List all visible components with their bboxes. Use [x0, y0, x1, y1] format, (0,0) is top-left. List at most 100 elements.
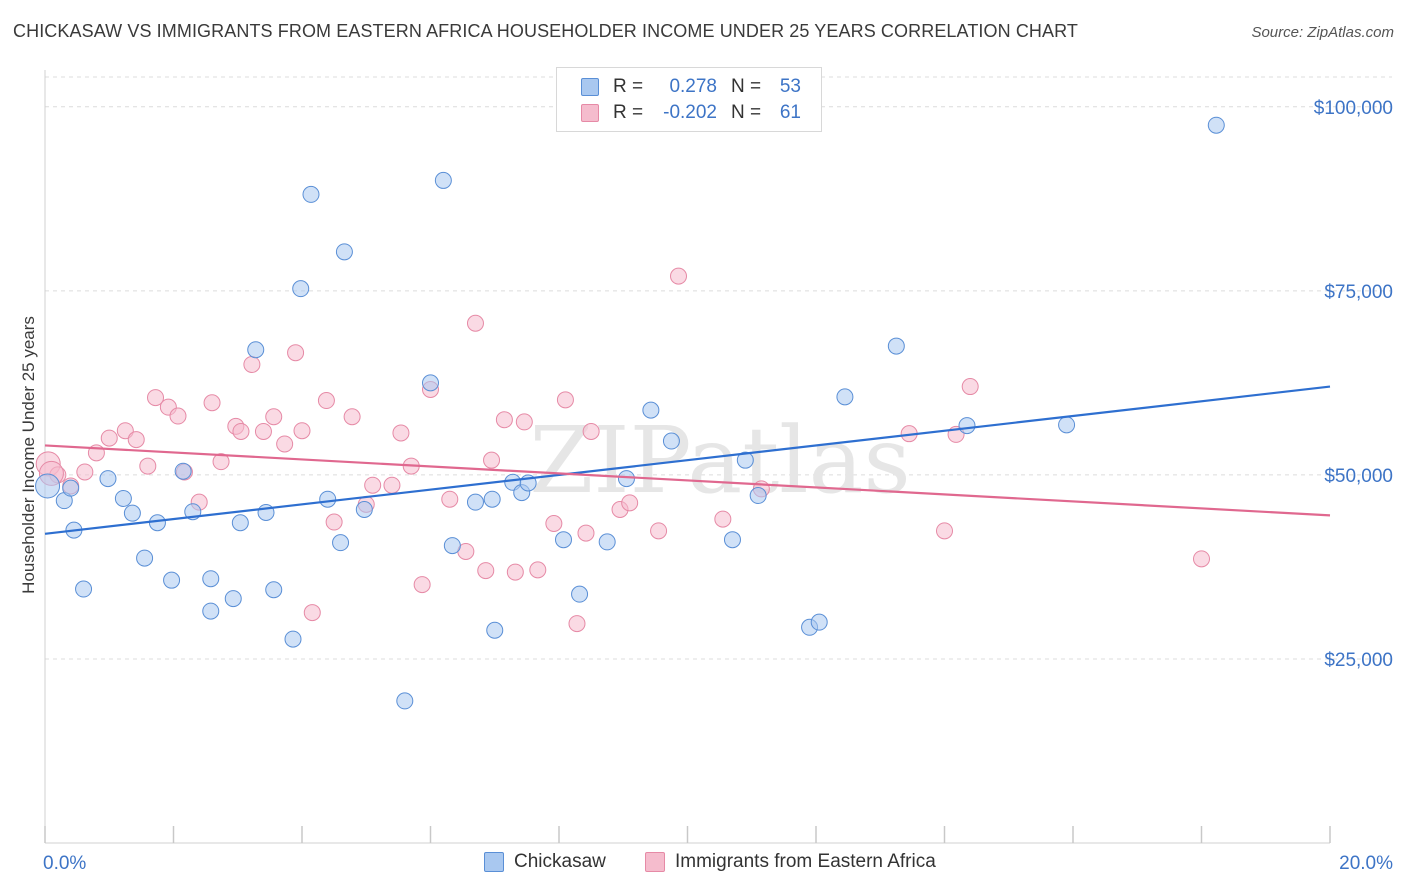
- legend-swatch-eastern-africa: [645, 852, 665, 872]
- legend-swatch-chickasaw: [484, 852, 504, 872]
- chickasaw-point: [617, 470, 635, 488]
- eastern-africa-point: [515, 413, 533, 431]
- chickasaw-point: [486, 621, 504, 639]
- chickasaw-point: [466, 493, 484, 511]
- eastern-africa-point: [276, 435, 294, 453]
- chickasaw-point: [736, 451, 754, 469]
- legend-n-value: 61: [779, 102, 801, 123]
- chickasaw-point: [355, 501, 373, 519]
- eastern-africa-point: [212, 453, 230, 471]
- series-legend: Chickasaw Immigrants from Eastern Africa: [0, 851, 1406, 877]
- chickasaw-point: [136, 549, 154, 567]
- chickasaw-point: [483, 490, 501, 508]
- eastern-africa-point: [961, 378, 979, 396]
- y-tick-label: $50,000: [1324, 466, 1393, 487]
- eastern-africa-point: [556, 391, 574, 409]
- chickasaw-point: [202, 602, 220, 620]
- eastern-africa-point: [582, 422, 600, 440]
- chickasaw-point: [123, 504, 141, 522]
- chickasaw-point: [224, 590, 242, 608]
- eastern-africa-point: [303, 604, 321, 622]
- y-tick-label: $75,000: [1324, 282, 1393, 303]
- eastern-africa-point: [364, 476, 382, 494]
- chickasaw-point: [571, 585, 589, 603]
- chickasaw-point: [62, 479, 80, 497]
- eastern-africa-point: [506, 563, 524, 581]
- legend-item-chickasaw: Chickasaw: [484, 851, 606, 873]
- eastern-africa-point: [650, 522, 668, 540]
- eastern-africa-point: [545, 514, 563, 532]
- trend-lines: [44, 385, 1331, 535]
- chickasaw-point: [396, 692, 414, 710]
- chickasaw-point: [836, 388, 854, 406]
- chickasaw-point: [554, 531, 572, 549]
- chickasaw-point: [332, 534, 350, 552]
- eastern-africa-point: [293, 422, 311, 440]
- eastern-africa-point: [127, 431, 145, 449]
- chickasaw-point: [202, 570, 220, 588]
- eastern-africa-point: [1193, 550, 1210, 568]
- eastern-africa-point: [621, 494, 639, 512]
- x-tick-label: 0.0%: [43, 853, 86, 874]
- chickasaw-point: [148, 514, 166, 532]
- eastern-africa-point: [483, 451, 501, 469]
- eastern-africa-point: [343, 408, 361, 426]
- eastern-africa-point: [392, 424, 410, 442]
- eastern-africa-point: [287, 344, 305, 362]
- chickasaw-point: [434, 171, 452, 189]
- watermark: ZIPatlas: [529, 407, 910, 514]
- chickasaw-point: [887, 337, 905, 355]
- legend-r-label: R =: [613, 102, 644, 123]
- chickasaw-point: [35, 473, 61, 499]
- eastern-africa-point: [325, 513, 343, 531]
- eastern-africa-point: [317, 392, 335, 410]
- chickasaw-point: [75, 580, 93, 598]
- legend-r-label: R =: [613, 76, 644, 97]
- legend-n-label: N =: [731, 102, 762, 123]
- chickasaw-point: [598, 533, 616, 551]
- chickasaw-point: [163, 571, 181, 589]
- eastern-africa-trend-line: [44, 444, 1331, 517]
- legend-label-chickasaw: Chickasaw: [514, 851, 606, 872]
- legend-label-eastern-africa: Immigrants from Eastern Africa: [675, 851, 936, 872]
- chickasaw-point: [749, 487, 767, 505]
- legend-swatch-eastern-africa: [581, 104, 599, 122]
- eastern-africa-point: [254, 422, 272, 440]
- correlation-legend: R = 0.278 N = 53 R = -0.202 N = 61: [556, 67, 822, 132]
- eastern-africa-point: [568, 615, 586, 633]
- chickasaw-point: [335, 243, 353, 261]
- eastern-africa-point: [147, 389, 165, 407]
- chickasaw-trend-line: [44, 385, 1331, 535]
- chickasaw-point: [292, 280, 310, 298]
- eastern-africa-point: [413, 576, 431, 594]
- source-label: Source: ZipAtlas.com: [1251, 24, 1394, 41]
- eastern-africa-point: [100, 429, 118, 447]
- y-tick-label: $25,000: [1324, 650, 1393, 671]
- eastern-africa-point: [441, 490, 459, 508]
- tick-labels: $25,000 $50,000 $75,000 $100,000 0.0% 20.0%: [43, 98, 1393, 874]
- eastern-africa-point: [936, 522, 953, 540]
- eastern-africa-point: [243, 355, 261, 373]
- legend-r-value: -0.202: [663, 102, 717, 123]
- eastern-africa-point: [529, 561, 547, 579]
- eastern-africa-point: [577, 524, 595, 542]
- y-tick-label: $100,000: [1314, 98, 1393, 119]
- chickasaw-point: [958, 417, 976, 435]
- eastern-africa-point: [477, 562, 495, 580]
- eastern-africa-point: [383, 476, 401, 494]
- eastern-africa-point: [203, 394, 221, 412]
- chickasaw-point: [302, 185, 320, 203]
- chickasaw-point: [231, 514, 249, 532]
- legend-item-eastern-africa: Immigrants from Eastern Africa: [645, 851, 936, 873]
- chickasaw-point: [114, 489, 132, 507]
- chickasaw-point: [810, 613, 828, 631]
- legend-n-value: 53: [779, 76, 801, 97]
- chickasaw-point: [1207, 116, 1225, 134]
- legend-row-chickasaw: R = 0.278 N = 53: [581, 74, 801, 100]
- chickasaw-point: [443, 537, 461, 555]
- legend-n-label: N =: [731, 76, 762, 97]
- eastern-africa-point: [495, 411, 513, 429]
- eastern-africa-point: [670, 267, 688, 285]
- eastern-africa-point: [714, 510, 732, 528]
